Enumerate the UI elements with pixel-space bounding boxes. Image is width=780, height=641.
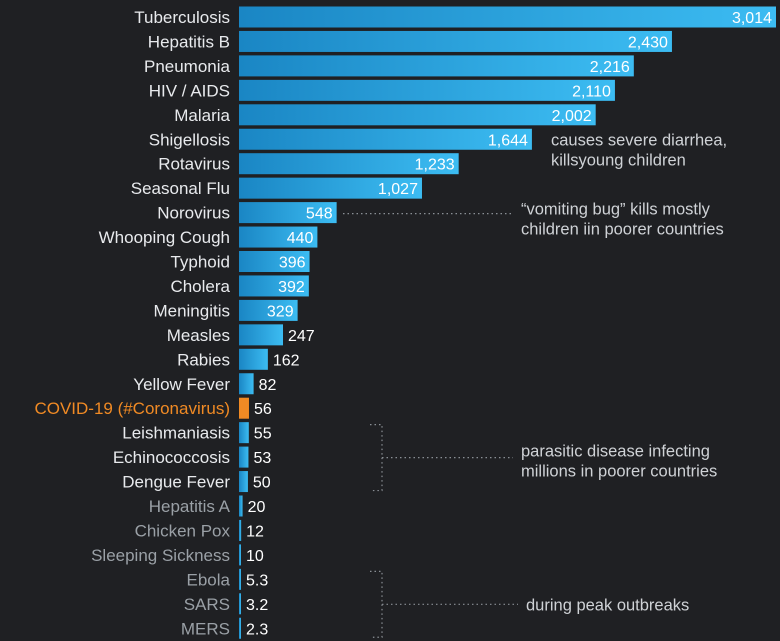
bar	[239, 446, 249, 468]
value-label: 392	[278, 279, 305, 296]
value-label: 55	[254, 426, 272, 443]
value-label: 162	[273, 352, 300, 369]
category-label: Shigellosis	[149, 130, 230, 149]
annotation-bracket	[370, 424, 383, 492]
category-label: Sleeping Sickness	[91, 546, 230, 565]
bar	[239, 153, 459, 175]
category-label: Yellow Fever	[133, 375, 230, 394]
category-label: Chicken Pox	[135, 521, 231, 540]
annotation-text: causes severe diarrhea,	[551, 131, 727, 149]
category-label: HIV / AIDS	[149, 81, 230, 100]
annotation-text: children iin poorer countries	[521, 221, 724, 239]
annotation-text: “vomiting bug” kills mostly	[521, 201, 711, 219]
category-label: Measles	[167, 326, 230, 345]
bar	[239, 177, 422, 199]
value-label: 2,002	[552, 108, 592, 125]
value-label: 1,644	[488, 132, 528, 149]
value-label: 12	[246, 523, 264, 540]
bar	[239, 55, 634, 77]
bar	[239, 544, 241, 566]
value-label: 1,027	[378, 181, 418, 198]
category-label: Typhoid	[170, 253, 230, 272]
value-label: 548	[306, 206, 333, 223]
highlight-bar	[239, 397, 249, 419]
category-label: Cholera	[170, 277, 230, 296]
bar	[239, 226, 318, 248]
category-label: Echinococcosis	[113, 448, 230, 467]
bar	[239, 128, 532, 150]
value-label: 247	[288, 328, 315, 345]
value-label: 396	[279, 255, 306, 272]
category-label: Whooping Cough	[99, 228, 230, 247]
category-label: Ebola	[187, 570, 231, 589]
bars-group: Tuberculosis 3,014 Hepatitis B 2,430 Pneumon…	[34, 6, 776, 639]
bar	[239, 593, 241, 615]
value-label: 56	[254, 401, 272, 418]
category-label: Rabies	[177, 350, 230, 369]
bar	[239, 568, 241, 590]
bar	[239, 6, 776, 28]
category-label: MERS	[181, 619, 230, 638]
value-label: 2,430	[628, 34, 668, 51]
bar	[239, 617, 241, 639]
value-label: 2,110	[572, 83, 611, 100]
category-label: Tuberculosis	[134, 8, 230, 27]
bar	[239, 30, 672, 52]
bar	[239, 422, 249, 444]
bar	[239, 202, 337, 224]
bar	[239, 79, 615, 101]
annotation-text: during peak outbreaks	[526, 596, 689, 614]
category-label: Dengue Fever	[122, 473, 230, 492]
annotation-text: millions in poorer countries	[521, 463, 717, 481]
category-label: COVID-19 (#Coronavirus)	[34, 399, 230, 418]
annotation-bracket	[370, 570, 383, 638]
category-label: Rotavirus	[158, 155, 230, 174]
bar	[239, 299, 298, 321]
category-label: Norovirus	[157, 204, 230, 223]
value-label: 10	[246, 548, 264, 565]
annotations-group: causes severe diarrhea, killsyoung childr…	[343, 131, 727, 638]
bar	[239, 324, 284, 346]
value-label: 3.2	[246, 597, 268, 614]
value-label: 1,233	[415, 157, 455, 174]
bar	[239, 251, 310, 272]
bar	[239, 348, 268, 370]
value-label: 53	[253, 450, 271, 467]
category-label: Malaria	[174, 106, 230, 125]
bar	[239, 104, 596, 126]
value-label: 2.3	[246, 621, 268, 638]
annotation-text: killsyoung children	[551, 151, 686, 169]
category-label: Meningitis	[153, 301, 230, 320]
bar	[239, 373, 254, 395]
bar	[239, 275, 309, 297]
category-label: SARS	[184, 595, 230, 614]
bar	[239, 519, 242, 541]
value-label: 82	[259, 377, 277, 394]
value-label: 5.3	[246, 572, 268, 589]
value-label: 440	[287, 230, 314, 247]
value-label: 329	[267, 303, 294, 320]
value-label: 3,014	[732, 10, 772, 27]
category-label: Leishmaniasis	[122, 424, 230, 443]
bar	[239, 495, 243, 517]
value-label: 2,216	[590, 59, 630, 76]
value-label: 20	[248, 499, 266, 516]
bar	[239, 471, 248, 493]
value-label: 50	[253, 475, 271, 492]
category-label: Hepatitis B	[148, 32, 230, 51]
category-label: Hepatitis A	[149, 497, 231, 516]
category-label: Seasonal Flu	[131, 179, 230, 198]
annotation-text: parasitic disease infecting	[521, 443, 710, 461]
category-label: Pneumonia	[144, 57, 231, 76]
